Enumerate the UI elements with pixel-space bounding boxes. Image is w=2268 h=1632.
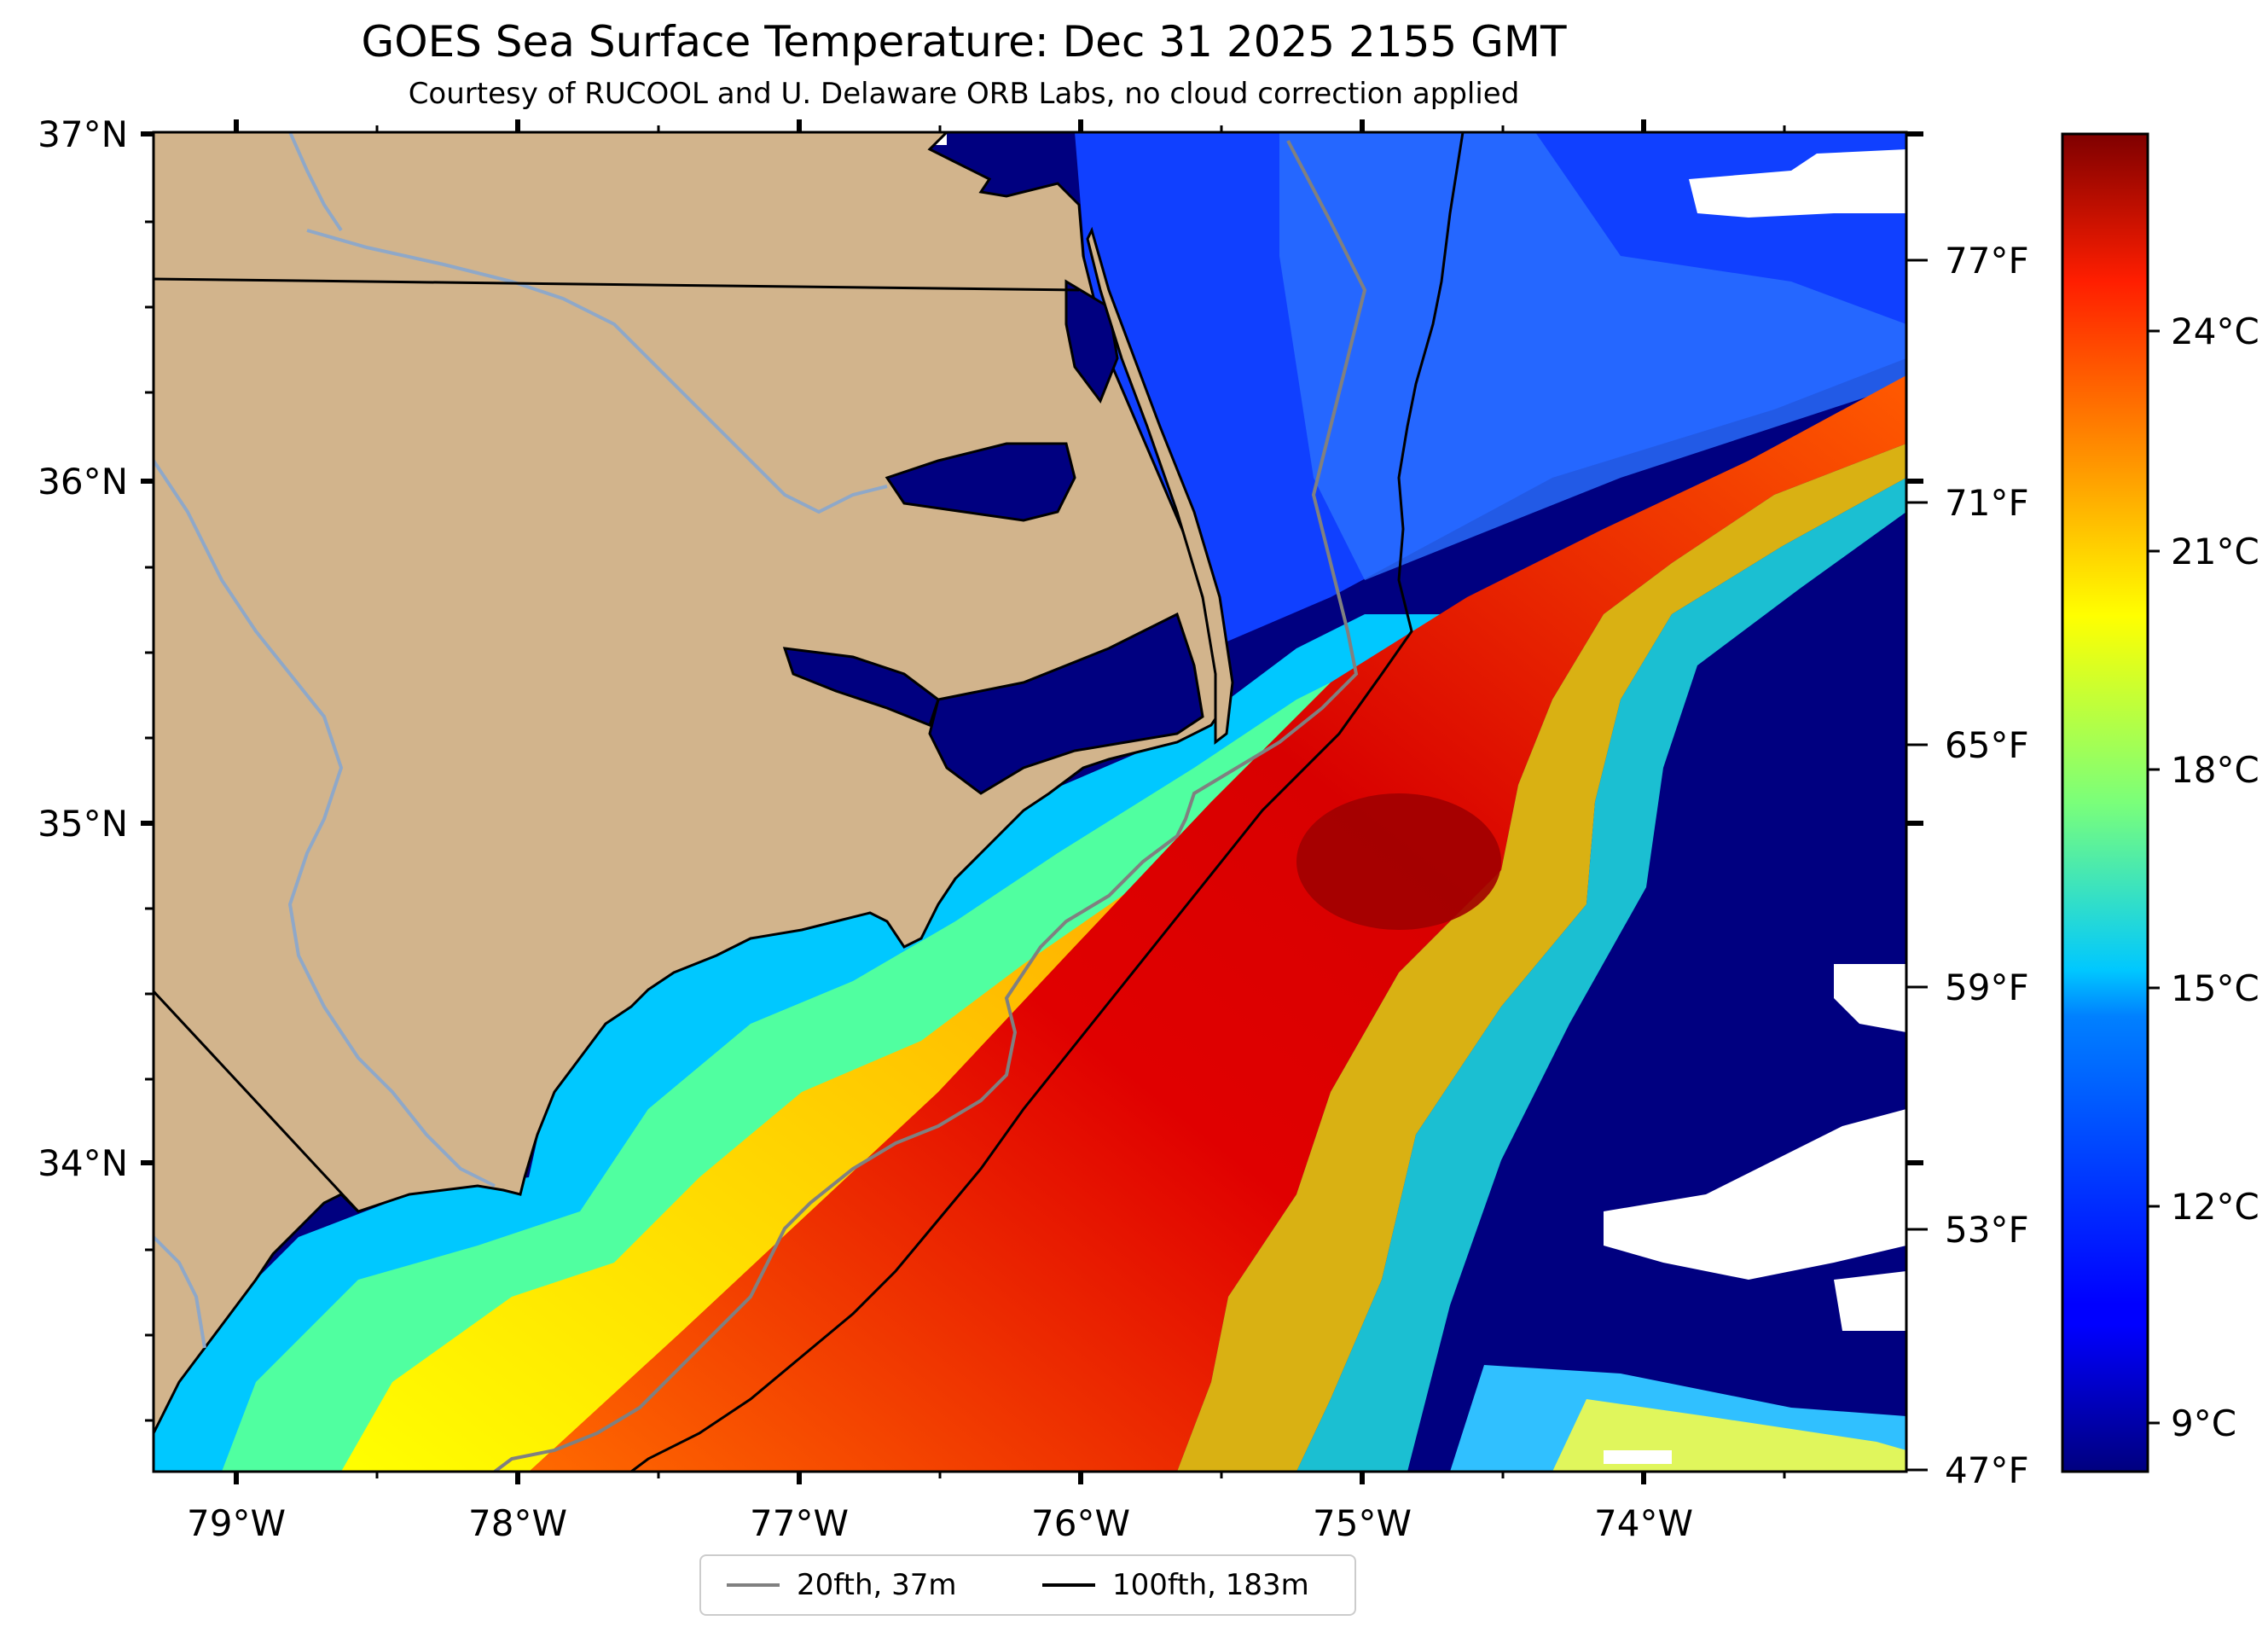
river-cape-fear <box>154 1235 206 1349</box>
map-tick-marks <box>141 119 1923 1484</box>
river-tar <box>154 459 496 1188</box>
cloud-patch-south-sliver <box>1604 1450 1672 1464</box>
gulf-stream-eastern-fringe <box>1177 444 1906 1472</box>
map-subtitle: Courtesy of RUCOOL and U. Delaware ORB L… <box>408 77 1520 111</box>
map-minor-ticks <box>145 125 1786 1478</box>
lon-label-77: 77°W <box>750 1502 849 1544</box>
fahrenheit-label-77: 77°F <box>1945 240 2029 282</box>
lat-label-36: 36°N <box>38 461 128 502</box>
colorbar: 24°C 21°C 18°C 15°C 12°C 9°C <box>2061 132 2259 1473</box>
rivers <box>154 132 888 1349</box>
pamlico-river <box>782 647 940 727</box>
legend-item-20fth: 20fth, 37m <box>727 1568 957 1602</box>
river-roanoke <box>306 229 888 514</box>
legend-item-100fth: 100fth, 183m <box>1042 1568 1309 1602</box>
cloud-patch-east-1 <box>1834 964 1906 1032</box>
nc-sc-border <box>154 990 360 1213</box>
river-chowan <box>288 132 343 232</box>
colorbar-gradient <box>2061 132 2149 1473</box>
albemarle-sound <box>885 442 1076 522</box>
gulf-stream-cyan-edge <box>1296 478 1906 1472</box>
cloud-patch-east-3 <box>1834 1271 1906 1331</box>
gulf-stream-warm-core <box>529 375 1906 1472</box>
colorbar-label-21c: 21°C <box>2171 531 2259 572</box>
colorbar-label-24c: 24°C <box>2171 311 2259 352</box>
legend-label-100fth: 100fth, 183m <box>1112 1568 1309 1602</box>
legend-label-20fth: 20fth, 37m <box>797 1568 957 1602</box>
isobath-100fth <box>630 132 1465 1472</box>
fahrenheit-ticks <box>1906 258 1928 1472</box>
isobath-legend: 20fth, 37m 100fth, 183m <box>699 1554 1356 1616</box>
latitude-labels: 37°N 36°N 35°N 34°N <box>38 113 128 1184</box>
legend-swatch-gray-line <box>727 1583 780 1587</box>
fahrenheit-label-47: 47°F <box>1945 1449 2029 1491</box>
lat-label-34: 34°N <box>38 1142 128 1184</box>
colorbar-ticks <box>2148 329 2160 1425</box>
cloud-patch-northeast <box>1689 149 1906 218</box>
fahrenheit-label-59: 59°F <box>1945 967 2029 1008</box>
cloud-patch-east-2 <box>1604 1109 1906 1280</box>
nc-va-border <box>154 277 1080 292</box>
northeast-lighter-water <box>1279 132 1906 580</box>
shelf-water-yellow <box>341 648 1450 1472</box>
lon-label-79: 79°W <box>187 1502 286 1544</box>
colorbar-label-15c: 15°C <box>2171 967 2259 1009</box>
lat-label-35: 35°N <box>38 803 128 845</box>
lon-label-74: 74°W <box>1594 1502 1693 1544</box>
cloud-patch-north-small <box>1800 171 1834 196</box>
colorbar-label-9c: 9°C <box>2171 1403 2236 1444</box>
pamlico-sound <box>928 612 1204 795</box>
lon-label-78: 78°W <box>468 1502 567 1544</box>
shelf-water-green <box>222 665 1365 1472</box>
longitude-labels: 79°W 78°W 77°W 76°W 75°W 74°W <box>187 1502 1693 1544</box>
fahrenheit-label-65: 65°F <box>1945 724 2029 766</box>
cloud-patches <box>921 132 1906 1464</box>
legend-swatch-black-line <box>1042 1583 1095 1587</box>
gulf-stream-hot-spot <box>1296 793 1501 930</box>
lon-label-75: 75°W <box>1313 1502 1412 1544</box>
map-title: GOES Sea Surface Temperature: Dec 31 202… <box>361 17 1567 67</box>
fahrenheit-label-53: 53°F <box>1945 1209 2029 1251</box>
lat-label-37: 37°N <box>38 113 128 155</box>
fahrenheit-labels: 77°F 71°F 65°F 59°F 53°F 47°F <box>1945 240 2029 1491</box>
fahrenheit-label-71: 71°F <box>1945 482 2029 524</box>
map-frame <box>152 131 1908 1473</box>
outer-banks-barrier <box>1086 226 1234 746</box>
lon-label-76: 76°W <box>1031 1502 1130 1544</box>
colorbar-label-18c: 18°C <box>2171 749 2259 791</box>
map-panel <box>154 132 1906 1472</box>
colorbar-label-12c: 12°C <box>2171 1186 2259 1228</box>
isobath-20fth <box>493 140 1367 1472</box>
